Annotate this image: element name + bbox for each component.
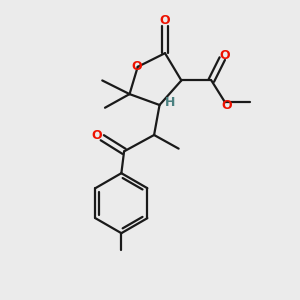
Text: O: O	[220, 49, 230, 62]
Text: O: O	[131, 60, 142, 73]
Text: H: H	[165, 96, 175, 109]
Text: O: O	[91, 129, 102, 142]
Text: O: O	[222, 99, 232, 112]
Text: O: O	[160, 14, 170, 27]
